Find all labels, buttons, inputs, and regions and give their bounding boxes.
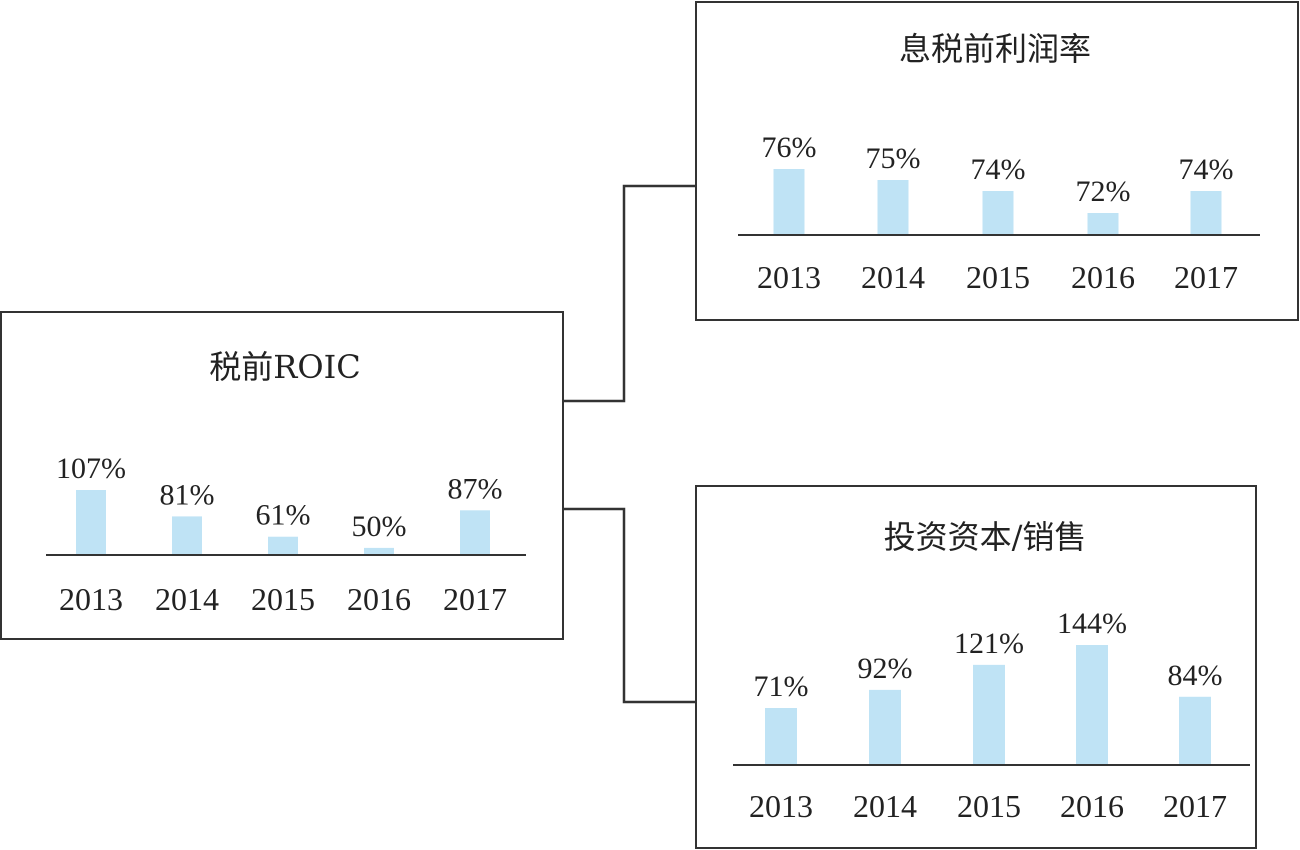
panel-capital-turnover: 投资资本/销售 71% 2013 92% 2014 121% 2015 144% 2016 84… <box>695 485 1257 849</box>
panel-capital-turnover-bar-2017 <box>1179 696 1211 765</box>
panel-capital-turnover-value-label-2014: 92% <box>858 652 913 685</box>
panel-roic-value-label-2016: 50% <box>352 510 407 543</box>
panel-ebit-margin-category-label-2015: 2015 <box>966 259 1030 295</box>
panel-roic-frame <box>0 311 564 640</box>
panel-capital-turnover-value-label-2013: 71% <box>754 670 809 703</box>
panel-ebit-margin-value-label-2017: 74% <box>1179 153 1234 186</box>
panel-roic-value-label-2015: 61% <box>256 499 311 532</box>
panel-roic-bar-2016 <box>364 547 394 555</box>
panel-ebit-margin: 息税前利润率 76% 2013 75% 2014 74% 2015 72% 2016 74% 20… <box>695 1 1299 321</box>
panel-capital-turnover-category-label-2016: 2016 <box>1060 788 1124 824</box>
panel-ebit-margin-title: 息税前利润率 <box>899 30 1091 68</box>
panel-capital-turnover-category-label-2017: 2017 <box>1163 788 1227 824</box>
panel-ebit-margin-frame <box>695 1 1299 321</box>
panel-capital-turnover-category-label-2013: 2013 <box>749 788 813 824</box>
panel-roic-category-label-2017: 2017 <box>443 581 507 617</box>
panel-roic-category-label-2016: 2016 <box>347 581 411 617</box>
panel-capital-turnover-category-label-2014: 2014 <box>853 788 917 824</box>
panel-capital-turnover-bar-2014 <box>869 689 901 765</box>
panel-roic-value-label-2017: 87% <box>448 472 503 505</box>
panel-ebit-margin-value-label-2014: 75% <box>866 142 921 175</box>
panel-ebit-margin-value-label-2015: 74% <box>971 153 1026 186</box>
panel-roic-category-label-2014: 2014 <box>155 581 219 617</box>
panel-capital-turnover-title: 投资资本/销售 <box>884 518 1087 556</box>
panel-capital-turnover-bars: 71% 2013 92% 2014 121% 2015 144% 2016 84% 2017 <box>749 607 1227 824</box>
panel-roic-category-label-2015: 2015 <box>251 581 315 617</box>
panel-capital-turnover-bar-2015 <box>973 664 1005 765</box>
panel-ebit-margin-value-label-2013: 76% <box>762 131 817 164</box>
panel-roic-bar-2017 <box>460 510 490 555</box>
panel-capital-turnover-value-label-2016: 144% <box>1057 607 1127 640</box>
panel-capital-turnover-value-label-2015: 121% <box>954 627 1024 660</box>
panel-roic-bar-2015 <box>268 536 298 555</box>
panel-ebit-margin-category-label-2013: 2013 <box>757 259 821 295</box>
panel-roic-bars: 107% 2013 81% 2014 61% 2015 50% 2016 87% 2017 <box>56 452 507 617</box>
panel-capital-turnover-bar-2013 <box>765 708 797 765</box>
panel-ebit-margin-bar-2017 <box>1190 191 1222 235</box>
panel-ebit-margin-bar-2014 <box>877 180 909 235</box>
panel-capital-turnover-value-label-2017: 84% <box>1168 659 1223 692</box>
panel-ebit-margin-value-label-2016: 72% <box>1076 175 1131 208</box>
panel-ebit-margin-bar-2013 <box>773 169 805 235</box>
panel-roic-value-label-2013: 107% <box>56 452 126 485</box>
panel-roic-title: 税前ROIC <box>209 348 360 386</box>
panel-roic-bar-2014 <box>172 516 202 555</box>
panel-capital-turnover-bar-2016 <box>1076 645 1108 765</box>
panel-ebit-margin-category-label-2017: 2017 <box>1174 259 1238 295</box>
panel-roic-value-label-2014: 81% <box>160 478 215 511</box>
panel-ebit-margin-bars: 76% 2013 75% 2014 74% 2015 72% 2016 74% 2017 <box>757 131 1238 295</box>
panel-ebit-margin-bar-2015 <box>982 191 1014 235</box>
panel-roic-bar-2013 <box>76 490 106 555</box>
connector-roic-to-turnover <box>563 507 696 704</box>
panel-ebit-margin-category-label-2014: 2014 <box>861 259 925 295</box>
panel-roic-category-label-2013: 2013 <box>59 581 123 617</box>
panel-ebit-margin-category-label-2016: 2016 <box>1071 259 1135 295</box>
panel-capital-turnover-category-label-2015: 2015 <box>957 788 1021 824</box>
connector-roic-to-margin <box>563 184 696 403</box>
panel-ebit-margin-bar-2016 <box>1087 213 1119 235</box>
panel-roic: 税前ROIC 107% 2013 81% 2014 61% 2015 50% 2016 87% 2… <box>0 311 564 640</box>
